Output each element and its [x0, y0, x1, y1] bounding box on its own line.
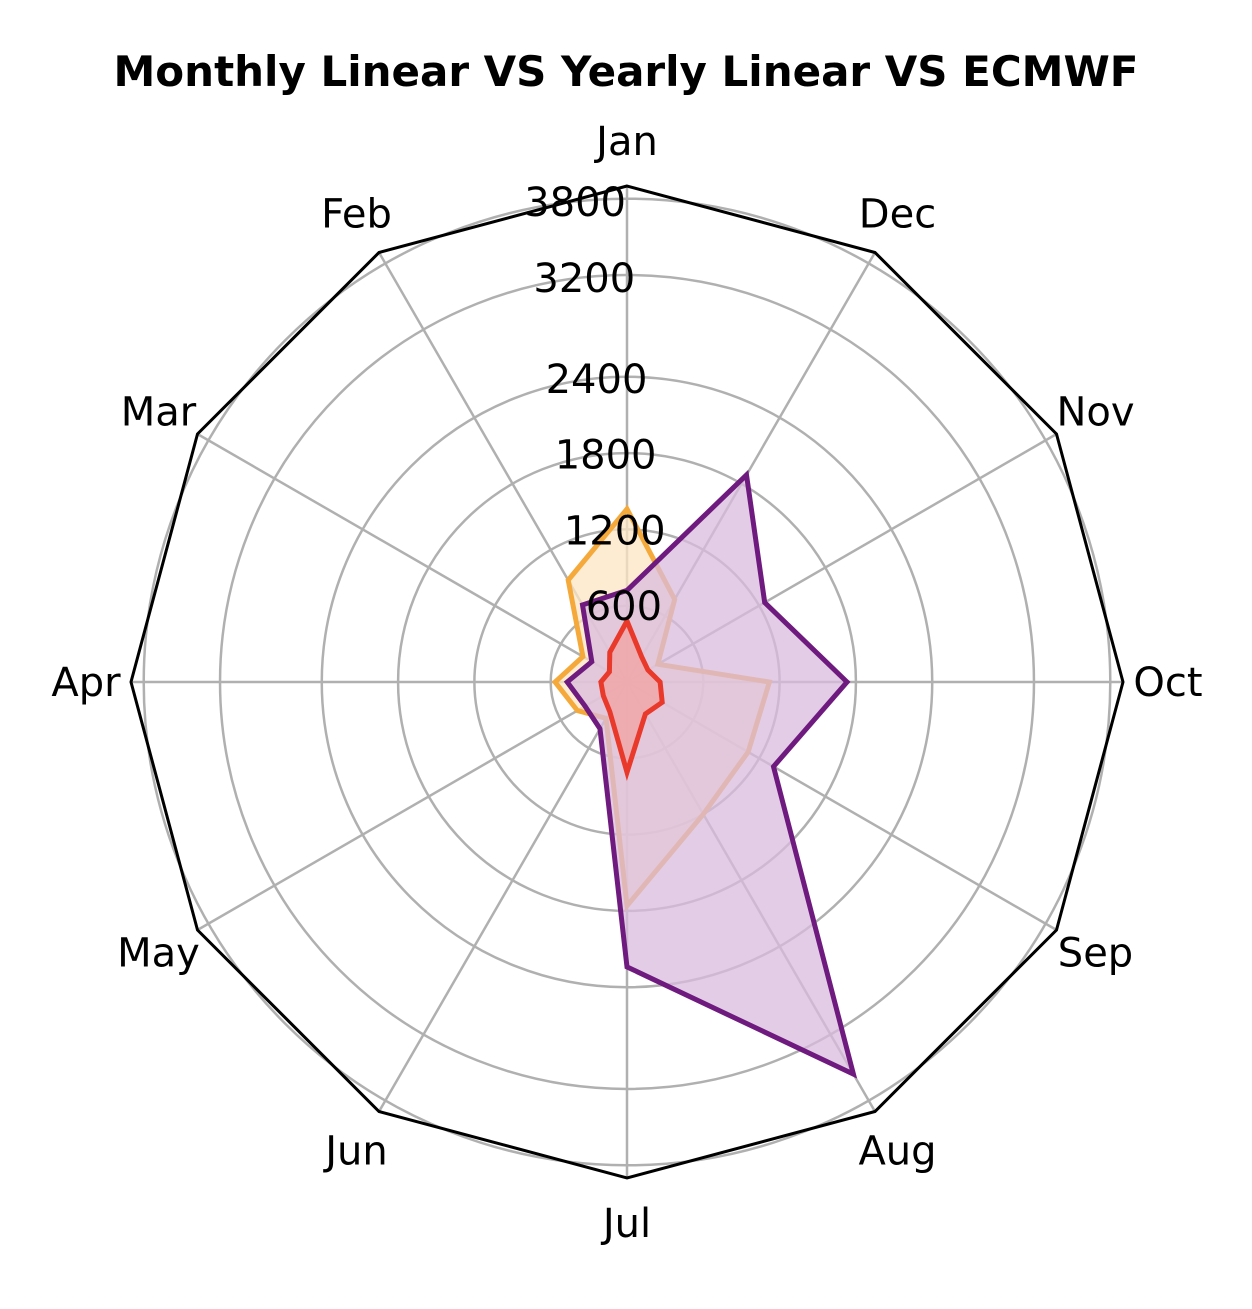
- radial-tick-label-3800: 3800: [524, 180, 626, 226]
- month-label-feb: Feb: [321, 192, 392, 238]
- frame-layer: [129, 184, 1125, 1180]
- radial-tick-label-2400: 2400: [546, 357, 648, 403]
- month-label-nov: Nov: [1056, 390, 1134, 436]
- radial-tick-label-1200: 1200: [564, 509, 666, 555]
- month-label-apr: Apr: [51, 660, 121, 706]
- month-label-may: May: [117, 931, 200, 977]
- outer-frame: [129, 184, 1125, 1180]
- radial-tick-label-1800: 1800: [555, 433, 657, 479]
- spoke-jun: [377, 681, 629, 1113]
- grid-layer: [131, 186, 1123, 1178]
- month-label-dec: Dec: [859, 192, 936, 238]
- spoke-mar: [196, 432, 628, 684]
- month-label-sep: Sep: [1058, 931, 1133, 977]
- month-label-oct: Oct: [1133, 660, 1202, 706]
- label-layer: Jan Feb Mar Apr May Jun Jul Aug Sep Oct Nov Dec 600 1…: [51, 119, 1202, 1247]
- series-layer: [551, 469, 858, 1079]
- series-3-polygon: [598, 615, 665, 782]
- radial-tick-label-3200: 3200: [533, 256, 635, 302]
- chart-title: Monthly Linear VS Yearly Linear VS ECMWF: [114, 47, 1139, 96]
- month-label-mar: Mar: [121, 390, 197, 436]
- radial-tick-label-600: 600: [586, 584, 662, 630]
- month-label-jun: Jun: [322, 1129, 388, 1175]
- series-2-polygon: [563, 469, 858, 1079]
- month-label-aug: Aug: [858, 1129, 936, 1175]
- spoke-may: [196, 680, 628, 932]
- month-label-jul: Jul: [600, 1201, 651, 1247]
- month-label-jan: Jan: [593, 119, 658, 165]
